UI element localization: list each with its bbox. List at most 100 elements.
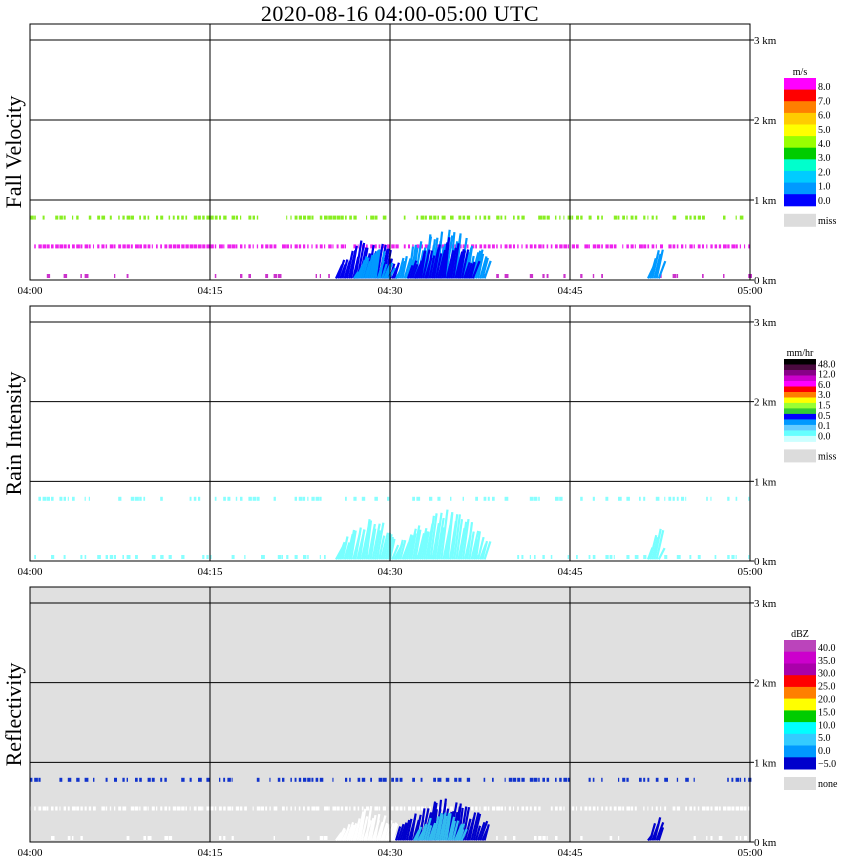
- cell-0-streak: [375, 821, 384, 841]
- band-1-mark: [748, 244, 750, 249]
- band-0-mark: [235, 496, 238, 501]
- band-1-mark: [550, 555, 553, 559]
- band-0-mark: [542, 215, 546, 220]
- band-1-mark: [622, 244, 624, 249]
- band-1-mark: [256, 806, 261, 811]
- band-0-mark: [676, 496, 679, 501]
- band-0-mark: [735, 496, 738, 501]
- colorbar-swatch: [784, 78, 816, 91]
- band-1-mark: [345, 244, 346, 249]
- band-0-mark: [345, 215, 347, 220]
- band-0-mark: [655, 496, 660, 501]
- band-1-mark: [744, 806, 747, 811]
- band-1-mark: [324, 555, 326, 559]
- colorbar-swatch: [784, 381, 816, 387]
- band-1-mark: [681, 244, 684, 249]
- band-0-mark: [437, 215, 439, 220]
- colorbar-label: 6.0: [818, 380, 831, 391]
- cell-0-streak: [369, 814, 377, 841]
- cell-2-streak: [423, 817, 432, 841]
- band-1-mark: [177, 806, 181, 811]
- band-0-mark: [546, 215, 550, 220]
- cell-1-streak: [474, 531, 481, 560]
- band-2-mark: [601, 274, 603, 278]
- cell-0-streak: [393, 262, 400, 279]
- band-2-mark: [504, 836, 507, 840]
- cell-0-streak: [391, 823, 399, 841]
- colorbar-swatch: [784, 194, 816, 207]
- band-2-mark: [248, 274, 251, 278]
- band-1-mark: [72, 244, 75, 249]
- band-1-mark: [34, 806, 36, 811]
- band-1-mark: [109, 555, 114, 559]
- cell-0-streak: [367, 817, 375, 841]
- band-0-mark: [139, 777, 142, 782]
- cell-0-streak: [367, 523, 376, 560]
- cell-2-streak: [438, 812, 447, 841]
- band-1-mark: [584, 806, 588, 811]
- colorbar-label: 1.5: [818, 401, 831, 412]
- cell-0-streak: [373, 813, 381, 841]
- band-1-mark: [139, 244, 142, 249]
- x-tick-label: 05:00: [737, 285, 763, 297]
- band-1-mark: [231, 806, 234, 811]
- band-0-mark: [72, 496, 75, 501]
- cell-0-streak: [358, 808, 367, 841]
- band-1-mark: [193, 806, 197, 811]
- cell-0-streak: [373, 530, 382, 560]
- cell-3-streak: [655, 822, 665, 841]
- cell-2-streak: [460, 828, 468, 841]
- band-1-mark: [660, 244, 663, 249]
- band-2-mark: [164, 836, 168, 840]
- band-1-mark: [84, 555, 87, 559]
- band-1-mark: [521, 244, 523, 249]
- band-1-mark: [504, 806, 506, 811]
- band-1-mark: [689, 806, 692, 811]
- cell-1-streak: [353, 271, 360, 279]
- band-2-mark: [496, 836, 498, 840]
- band-2-mark: [513, 836, 516, 840]
- cell-3-streak: [456, 248, 465, 279]
- band-1-mark: [550, 244, 553, 249]
- band-2-mark: [592, 274, 595, 278]
- colorbar-swatch: [784, 359, 816, 365]
- cell-0-streak: [388, 822, 398, 841]
- band-0-mark: [483, 215, 487, 220]
- band-2-mark: [240, 274, 243, 278]
- missing-swatch: [784, 449, 816, 463]
- band-1-mark: [160, 244, 162, 249]
- band-1-mark: [67, 244, 70, 249]
- cell-0-streak: [391, 544, 400, 560]
- y-tick-label: 3 km: [754, 35, 777, 47]
- band-0-mark: [399, 777, 403, 782]
- band-1-mark: [588, 806, 592, 811]
- band-2-mark: [676, 274, 679, 278]
- band-1-mark: [408, 244, 410, 249]
- cell-1-streak: [399, 539, 407, 560]
- band-1-mark: [139, 806, 141, 811]
- band-0-mark: [466, 777, 471, 782]
- band-0-mark: [534, 496, 538, 501]
- cell-0-streak: [384, 534, 393, 560]
- colorbar-swatch: [784, 101, 816, 114]
- missing-swatch: [784, 213, 816, 227]
- colorbar-label: 12.0: [818, 370, 836, 381]
- cell-1-streak: [464, 818, 472, 841]
- band-0-mark: [118, 215, 120, 220]
- x-tick-label: 04:45: [557, 847, 583, 859]
- band-1-mark: [151, 244, 153, 249]
- band-0-mark: [294, 215, 298, 220]
- band-1-mark: [496, 806, 501, 811]
- band-0-mark: [160, 496, 163, 501]
- cell-3-streak: [649, 823, 657, 841]
- band-0-mark: [710, 496, 712, 501]
- band-0-mark: [458, 777, 462, 782]
- cell-1-streak: [451, 514, 459, 560]
- band-1-mark: [412, 806, 415, 811]
- band-1-mark: [567, 244, 569, 249]
- band-0-mark: [592, 496, 595, 501]
- band-0-mark: [34, 777, 38, 782]
- cell-3-streak: [443, 237, 451, 279]
- cell-0-streak: [343, 542, 351, 560]
- band-1-mark: [706, 806, 710, 811]
